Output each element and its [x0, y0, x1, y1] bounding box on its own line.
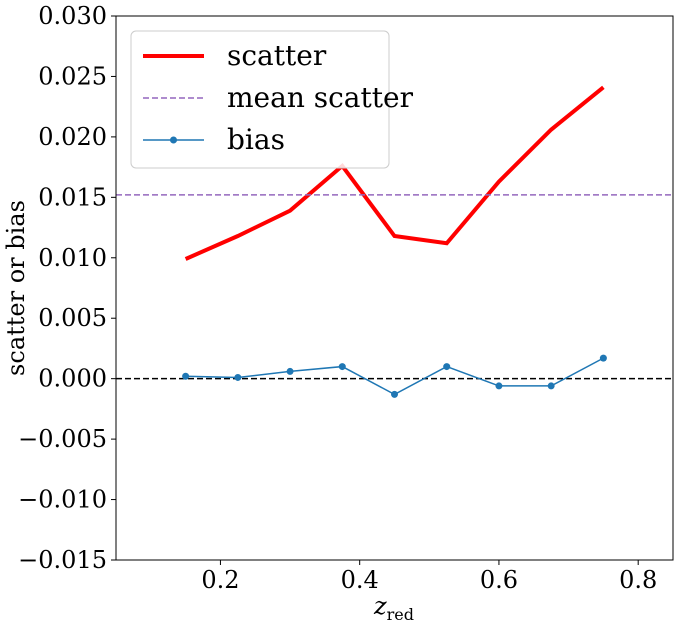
bias-point [443, 363, 451, 371]
axes: 0.2 0.4 0.6 0.8 −0.015 −0.010 −0.005 0.000 0.005… [18, 2, 674, 594]
plot-area [116, 85, 673, 398]
legend-box [130, 30, 390, 169]
y-tick-label: −0.005 [18, 425, 107, 453]
legend-label: scatter [227, 39, 327, 72]
y-tick-label: −0.010 [18, 486, 107, 514]
x-tick-label: 0.8 [619, 566, 657, 594]
bias-point [495, 382, 503, 390]
bias-point [338, 363, 346, 371]
legend-bias-marker [170, 136, 177, 144]
bias-point [547, 382, 555, 390]
y-tick-label: −0.015 [18, 546, 107, 574]
y-tick-label: 0.000 [38, 365, 107, 393]
plot-frame [115, 15, 674, 561]
legend-label: bias [227, 123, 285, 156]
y-tick-label: 0.005 [38, 304, 107, 332]
bias-point [391, 390, 398, 398]
plot-series [116, 85, 673, 398]
bias-point [286, 367, 294, 375]
y-tick-label: 0.015 [38, 183, 107, 211]
bias-point [234, 373, 242, 381]
y-axis-label: scatter or bias [2, 200, 30, 376]
x-tick-label: 0.2 [201, 566, 239, 594]
scatter-series-line [184, 85, 605, 261]
bias-point [599, 354, 607, 362]
y-tick-label: 0.020 [38, 123, 107, 151]
y-tick-label: 0.030 [38, 2, 107, 30]
y-tick-label: 0.025 [38, 62, 107, 90]
bias-point [182, 372, 190, 380]
x-tick-label: 0.4 [341, 566, 379, 594]
y-tick-label: 0.010 [38, 244, 107, 272]
legend-label: mean scatter [227, 81, 414, 114]
legend: scatter mean scatter bias [130, 30, 414, 169]
bias-series-line [185, 357, 604, 396]
x-axis-label: zred [373, 592, 414, 624]
x-tick-label: 0.6 [480, 566, 518, 594]
